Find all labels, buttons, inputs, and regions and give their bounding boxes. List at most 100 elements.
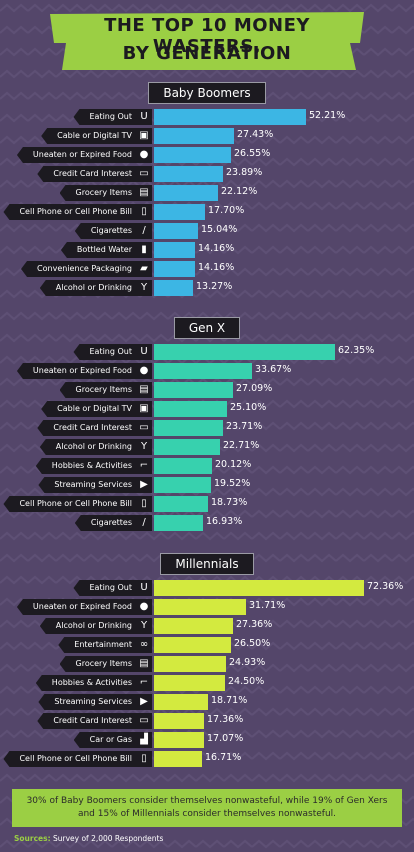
- bar-row: Cell Phone or Cell Phone Bill ▯ 18.73%: [0, 496, 414, 514]
- bar-value-label: 26.50%: [234, 638, 271, 649]
- grocery-bag-icon: ▤: [136, 656, 152, 672]
- bar: [154, 694, 208, 710]
- cup-icon: U: [136, 580, 152, 596]
- bar-category-label: Car or Gas: [73, 732, 136, 748]
- bar: [154, 618, 233, 634]
- food-icon: ●: [136, 599, 152, 615]
- bar-row: Cell Phone or Cell Phone Bill ▯ 16.71%: [0, 751, 414, 769]
- packaging-icon: ▰: [136, 261, 152, 277]
- bar-value-label: 17.70%: [208, 205, 245, 216]
- credit-card-icon: ▭: [136, 713, 152, 729]
- bar-value-label: 33.67%: [255, 364, 292, 375]
- bar-row: Uneaten or Expired Food ● 26.55%: [0, 147, 414, 165]
- bar-row: Uneaten or Expired Food ● 31.71%: [0, 599, 414, 617]
- bar-value-label: 14.16%: [198, 262, 235, 273]
- bar-row: Alcohol or Drinking Y 27.36%: [0, 618, 414, 636]
- bar-row: Hobbies & Activities ⌐ 24.50%: [0, 675, 414, 693]
- bar-row: Grocery Items ▤ 27.09%: [0, 382, 414, 400]
- bar-row: Cell Phone or Cell Phone Bill ▯ 17.70%: [0, 204, 414, 222]
- bar-category-label: Entertainment: [58, 637, 136, 653]
- bar-value-label: 27.43%: [237, 129, 274, 140]
- bar: [154, 713, 204, 729]
- title-banner-shape: [50, 12, 364, 70]
- food-icon: ●: [136, 363, 152, 379]
- footer-note-text: 30% of Baby Boomers consider themselves …: [26, 796, 388, 819]
- bar: [154, 344, 335, 360]
- bar-value-label: 24.50%: [228, 676, 265, 687]
- bar: [154, 280, 193, 296]
- bar-row: Car or Gas ▟ 17.07%: [0, 732, 414, 750]
- phone-icon: ▯: [136, 204, 152, 220]
- sources: Sources: Survey of 2,000 Respondents: [14, 834, 163, 843]
- bar-category-label: Hobbies & Activities: [35, 675, 136, 691]
- bar-value-label: 19.52%: [214, 478, 251, 489]
- bar-category-label: Cigarettes: [74, 223, 136, 239]
- bar-category-label: Uneaten or Expired Food: [16, 147, 136, 163]
- bar-value-label: 23.71%: [226, 421, 263, 432]
- bar-value-label: 14.16%: [198, 243, 235, 254]
- bar: [154, 109, 306, 125]
- bar-value-label: 52.21%: [309, 110, 346, 121]
- hockey-stick-icon: ⌐: [136, 458, 152, 474]
- bar-category-label: Uneaten or Expired Food: [16, 363, 136, 379]
- footer-note: 30% of Baby Boomers consider themselves …: [12, 789, 402, 827]
- millennials-title: Millennials: [160, 553, 254, 575]
- bar-value-label: 18.73%: [211, 497, 248, 508]
- bar-category-label: Credit Card Interest: [37, 420, 136, 436]
- grocery-bag-icon: ▤: [136, 382, 152, 398]
- cigarette-icon: /: [136, 515, 152, 531]
- bar-value-label: 27.36%: [236, 619, 273, 630]
- phone-icon: ▯: [136, 751, 152, 767]
- bar-row: Hobbies & Activities ⌐ 20.12%: [0, 458, 414, 476]
- tv-icon: ▣: [136, 128, 152, 144]
- bar: [154, 477, 211, 493]
- bar-row: Eating Out U 72.36%: [0, 580, 414, 598]
- bar-category-label: Bottled Water: [60, 242, 136, 258]
- bar: [154, 363, 252, 379]
- bar-row: Credit Card Interest ▭ 17.36%: [0, 713, 414, 731]
- credit-card-icon: ▭: [136, 420, 152, 436]
- bar: [154, 515, 203, 531]
- bar-category-label: Hobbies & Activities: [35, 458, 136, 474]
- bar-row: Streaming Services ▶ 18.71%: [0, 694, 414, 712]
- bar-category-label: Cable or Digital TV: [41, 401, 136, 417]
- cocktail-icon: Y: [136, 280, 152, 296]
- bar: [154, 656, 226, 672]
- bar-value-label: 72.36%: [367, 581, 404, 592]
- bar: [154, 580, 364, 596]
- bar-category-label: Grocery Items: [59, 185, 136, 201]
- bar-row: Cigarettes/ 15.04%: [0, 223, 414, 241]
- bar-row: Alcohol or Drinking Y 22.71%: [0, 439, 414, 457]
- bar: [154, 128, 234, 144]
- 3d-glasses-icon: ∞: [136, 637, 152, 653]
- bar-category-label: Streaming Services: [38, 477, 136, 493]
- bar-value-label: 16.71%: [205, 752, 242, 763]
- bar-row: Credit Card Interest ▭ 23.71%: [0, 420, 414, 438]
- water-bottle-icon: ▮: [136, 242, 152, 258]
- bar-row: Alcohol or Drinking Y 13.27%: [0, 280, 414, 298]
- bar: [154, 185, 218, 201]
- bar-row: Streaming Services ▶ 19.52%: [0, 477, 414, 495]
- bar-category-label: Eating Out: [73, 109, 136, 125]
- bar-row: Bottled Water ▮ 14.16%: [0, 242, 414, 260]
- credit-card-icon: ▭: [136, 166, 152, 182]
- bar-row: Uneaten or Expired Food ● 33.67%: [0, 363, 414, 381]
- bar: [154, 458, 212, 474]
- bar-value-label: 22.12%: [221, 186, 258, 197]
- bar-row: Convenience Packaging ▰ 14.16%: [0, 261, 414, 279]
- bar: [154, 223, 198, 239]
- bar-value-label: 15.04%: [201, 224, 238, 235]
- sources-text: Survey of 2,000 Respondents: [52, 834, 164, 843]
- bar-category-label: Convenience Packaging: [21, 261, 136, 277]
- bar-category-label: Credit Card Interest: [37, 166, 136, 182]
- bar-value-label: 16.93%: [206, 516, 243, 527]
- bar-row: Cigarettes/ 16.93%: [0, 515, 414, 533]
- baby-boomers-header: Baby Boomers: [0, 82, 414, 104]
- bar: [154, 261, 195, 277]
- sources-label: Sources:: [14, 834, 51, 843]
- bar-category-label: Grocery Items: [59, 382, 136, 398]
- bar-value-label: 17.36%: [207, 714, 244, 725]
- food-icon: ●: [136, 147, 152, 163]
- bar: [154, 242, 195, 258]
- bar-value-label: 18.71%: [211, 695, 248, 706]
